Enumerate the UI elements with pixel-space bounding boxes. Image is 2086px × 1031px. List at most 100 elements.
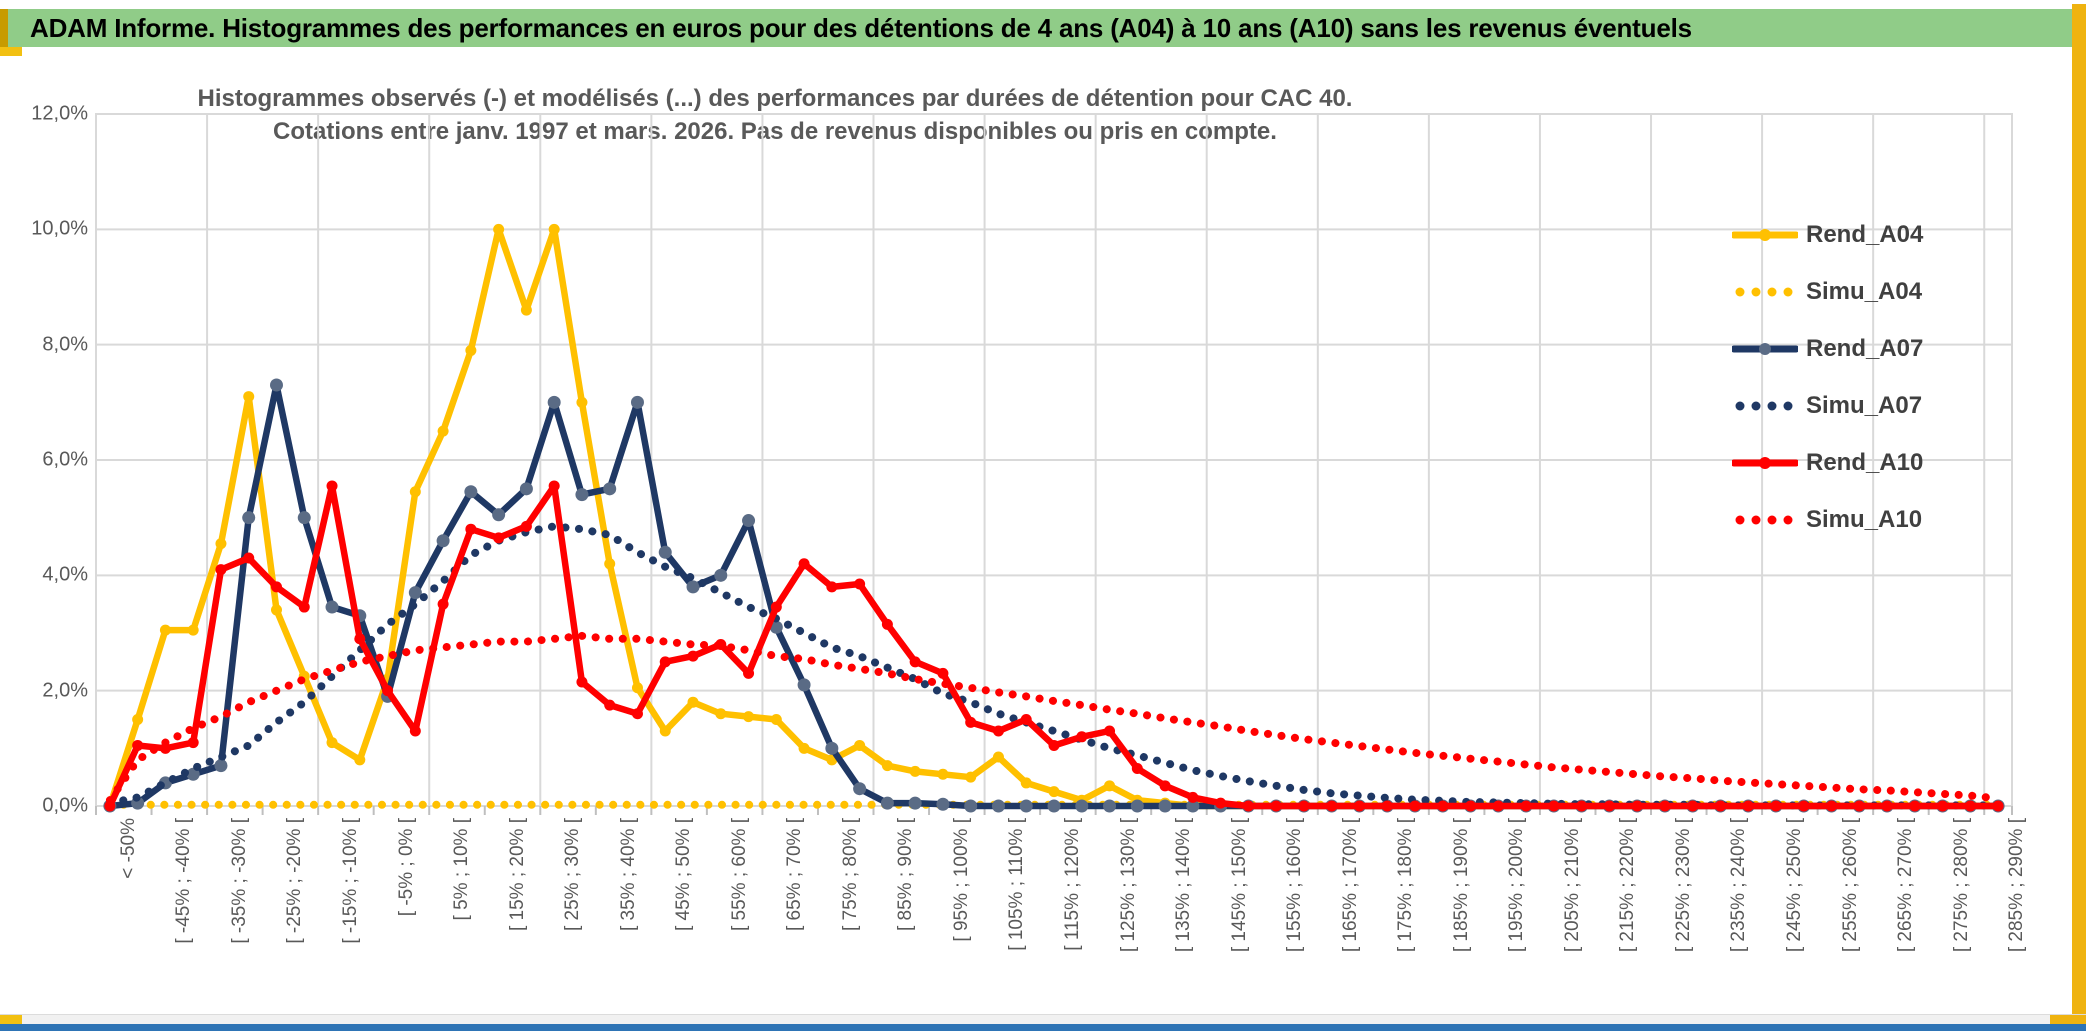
y-axis-label: 4,0% [42, 563, 88, 586]
y-axis-label: 8,0% [42, 333, 88, 356]
data-point-marker [1047, 799, 1061, 813]
data-point-marker [437, 425, 449, 437]
data-point-marker [687, 696, 699, 708]
legend-item-Rend_A07[interactable]: Rend_A07 [1732, 320, 1923, 377]
data-point-marker [798, 742, 810, 754]
data-point-marker [132, 714, 144, 725]
data-point-marker [1131, 763, 1143, 775]
x-axis-label: [ 155% ; 160% [ [1284, 818, 1306, 953]
data-point-marker [937, 768, 949, 780]
x-axis-label: [ 135% ; 140% [ [1173, 818, 1195, 953]
data-point-marker [1104, 725, 1116, 737]
data-point-marker [880, 796, 894, 810]
x-axis-label: [ 145% ; 150% [ [1228, 818, 1250, 953]
data-point-marker [714, 568, 728, 582]
x-axis-label: [ 265% ; 270% [ [1895, 818, 1917, 953]
data-point-marker [575, 488, 589, 502]
data-point-marker [1964, 800, 1976, 812]
data-point-marker [576, 396, 588, 408]
x-axis-label: [ 165% ; 170% [ [1339, 818, 1361, 953]
series-line-dotted [105, 631, 2003, 805]
data-point-marker [798, 558, 810, 570]
data-point-marker [493, 223, 505, 235]
data-point-marker [937, 667, 949, 679]
y-axis-label: 0,0% [42, 794, 88, 817]
data-point-marker [1019, 799, 1033, 813]
data-point-marker [520, 304, 532, 316]
data-point-marker [743, 711, 755, 723]
x-axis-label: < -50% [117, 818, 139, 879]
data-point-marker [326, 480, 338, 492]
legend-item-Simu_A10[interactable]: Simu_A10 [1732, 491, 1923, 548]
x-axis-label: [ 55% ; 60% [ [728, 818, 750, 932]
data-point-marker [770, 714, 782, 725]
data-point-marker [1687, 800, 1699, 812]
x-axis-label: [ 125% ; 130% [ [1117, 818, 1139, 953]
legend-dotted-line-icon [1735, 515, 1793, 524]
data-point-marker [436, 534, 450, 548]
data-point-marker [1048, 786, 1060, 798]
data-point-marker [908, 796, 922, 810]
data-point-marker [686, 580, 700, 594]
data-point-marker [1353, 800, 1365, 812]
legend-label: Simu_A04 [1806, 277, 1923, 305]
x-axis-label: [ -35% ; -30% [ [228, 818, 250, 944]
x-axis-label: [ -5% ; 0% [ [395, 818, 417, 917]
legend-dotted-line-icon [1735, 401, 1793, 410]
series-Simu_A10[interactable] [105, 631, 2003, 805]
legend-item-Rend_A04[interactable]: Rend_A04 [1732, 206, 1923, 263]
bottom-band [0, 1014, 2086, 1025]
legend-item-Simu_A04[interactable]: Simu_A04 [1732, 263, 1923, 320]
legend-item-Rend_A10[interactable]: Rend_A10 [1732, 434, 1923, 491]
data-point-marker [1020, 777, 1032, 789]
legend-label: Rend_A07 [1806, 334, 1924, 362]
data-point-marker [269, 378, 283, 392]
x-axis-label: [ 175% ; 180% [ [1395, 818, 1417, 953]
series-Rend_A04[interactable] [104, 223, 2004, 812]
data-point-marker [1853, 800, 1865, 812]
header-bar: ADAM Informe. Histogrammes des performan… [8, 9, 2072, 47]
data-point-marker [991, 799, 1005, 813]
data-point-marker [1215, 797, 1227, 809]
data-point-marker [354, 633, 366, 645]
data-point-marker [1075, 799, 1089, 813]
chart-title-line2: Cotations entre janv. 1997 et mars. 2026… [273, 118, 1277, 145]
data-point-marker [1631, 800, 1643, 812]
data-point-marker [659, 656, 671, 668]
data-point-marker [159, 742, 171, 754]
data-point-marker [965, 716, 977, 728]
data-point-marker [743, 667, 755, 679]
data-point-marker [1158, 799, 1172, 813]
data-point-marker [382, 685, 394, 697]
x-axis-label: [ 85% ; 90% [ [895, 818, 917, 932]
data-point-marker [159, 624, 171, 636]
data-point-marker [326, 737, 338, 749]
data-point-marker [853, 782, 867, 796]
series-Rend_A10[interactable] [104, 480, 2004, 812]
x-axis-label: [ -15% ; -10% [ [340, 818, 362, 944]
x-axis-label: [ 235% ; 240% [ [1728, 818, 1750, 953]
data-point-marker [1881, 800, 1893, 812]
legend-item-Simu_A07[interactable]: Simu_A07 [1732, 377, 1923, 434]
x-axis-label: [ 215% ; 220% [ [1617, 818, 1639, 953]
data-point-marker [1576, 800, 1588, 812]
data-point-marker [1187, 791, 1199, 803]
data-point-marker [909, 765, 921, 777]
data-point-marker [1492, 800, 1504, 812]
x-axis-label: [ 255% ; 260% [ [1839, 818, 1861, 953]
y-axis-label: 2,0% [42, 679, 88, 702]
data-point-marker [548, 223, 560, 235]
x-axis-label: [ 95% ; 100% [ [950, 818, 972, 942]
data-point-marker [214, 759, 228, 773]
data-point-marker [1742, 800, 1754, 812]
data-point-marker [1770, 800, 1782, 812]
data-point-marker [658, 545, 672, 559]
data-point-marker [1270, 800, 1282, 812]
data-point-marker [1381, 800, 1393, 812]
data-point-marker [354, 754, 366, 766]
series-line-solid [106, 226, 1999, 810]
x-axis-label: [ 195% ; 200% [ [1506, 818, 1528, 953]
y-axis-label: 12,0% [31, 102, 88, 125]
